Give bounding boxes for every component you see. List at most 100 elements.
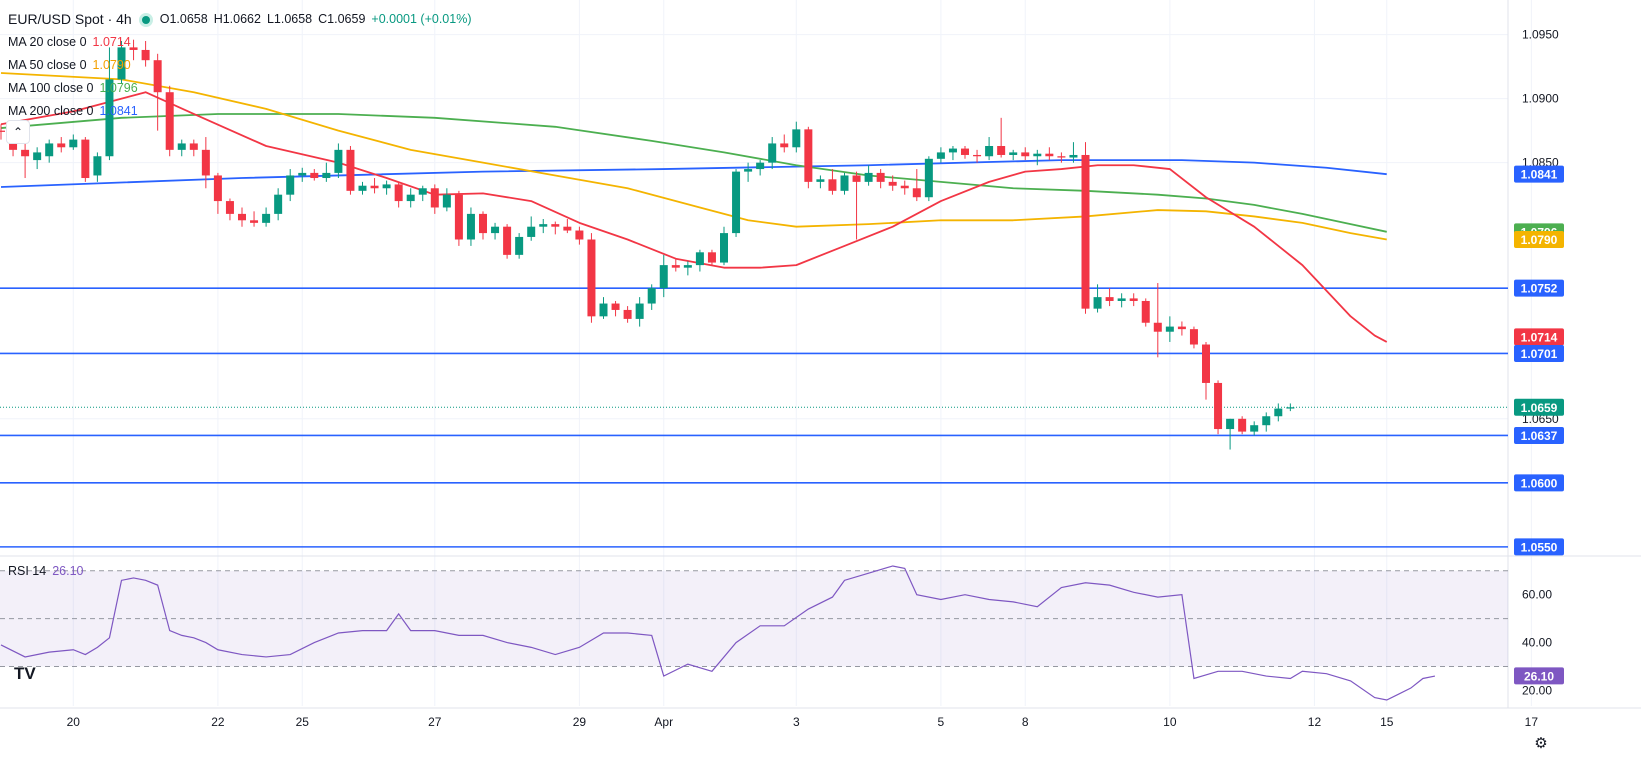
time-tick-label: 15 [1380,715,1394,729]
candle-body [671,265,680,268]
candle-body [201,149,210,176]
candle-body [21,149,30,157]
price-badge [1514,165,1564,183]
candle-body [948,148,957,153]
symbol-title[interactable]: EUR/USD Spot · 4h [8,11,132,27]
candle-body [238,213,246,221]
time-tick-label: 5 [938,715,945,729]
candle-body [695,252,704,266]
candle-body [840,175,849,191]
candle-body [1093,297,1102,309]
price-badge-label: 1.0701 [1521,347,1558,361]
gear-icon[interactable]: ⚙ [1534,735,1548,752]
candle-body [1177,326,1186,330]
candle-body [647,288,656,304]
candle-body [0,130,5,132]
time-tick-label: 8 [1022,715,1029,729]
candle-body [418,188,427,195]
candle-body [479,213,487,234]
indicator-label: MA 50 close 0 [8,58,87,72]
candle-body [1129,298,1138,301]
tradingview-logo[interactable]: TV [14,664,36,683]
candle-body [1117,298,1126,301]
candle-body [924,158,933,198]
candle-body [515,236,524,255]
candle-body [213,175,222,202]
candle-body [346,149,355,191]
ohlc-low: L1.0658 [266,12,313,26]
indicator-value: 1.0714 [92,35,131,49]
rsi-tick-label: 40.00 [1522,636,1552,650]
candle-body [1226,418,1235,430]
candle-body [1214,382,1223,430]
rsi-badge-label: 26.10 [1524,669,1554,683]
candle-body [1262,416,1271,426]
price-tick-label: 1.0900 [1522,92,1559,106]
candle-body [792,129,801,148]
candle-body [683,265,692,268]
price-badge [1514,426,1564,444]
candle-body [732,171,741,234]
collapse-legend-button[interactable]: ⌃ [6,120,30,144]
time-tick-label: 29 [573,715,587,729]
candle-body [1021,152,1030,157]
ma200-line [0,159,1387,188]
candle-body [93,156,102,176]
candle-body [1105,297,1114,301]
price-badge-label: 1.0714 [1521,330,1558,344]
candle-body [370,185,379,189]
candle-body [382,184,391,189]
market-status-icon [141,15,150,24]
price-badge-label: 1.0841 [1521,168,1558,182]
candle-body [81,139,90,179]
price-badge [1514,344,1564,362]
candle-body [900,185,909,189]
candle-body [225,201,234,214]
ohlc-close: C1.0659 [318,12,366,26]
candle-body [635,303,644,319]
price-badge [1514,230,1564,248]
candle-body [322,172,331,179]
ma20-line [0,91,1388,343]
price-badge [1514,328,1564,346]
rsi-legend[interactable]: RSI 14 26.10 [8,564,84,578]
candle-body [117,47,126,80]
price-badge [1514,398,1564,416]
rsi-band [0,570,1508,667]
indicator-label: MA 20 close 0 [8,35,87,49]
symbol-row: EUR/USD Spot · 4h O1.0658 H1.0662 L1.065… [8,8,471,31]
candle-body [286,175,295,195]
candle-body [69,139,78,148]
candle-body [744,169,753,172]
candle-body [1081,154,1090,309]
candle-body [563,226,572,231]
candle-body [358,185,367,191]
candle-body [129,47,138,50]
indicator-row-ma200[interactable]: MA 200 close 0 1.0841 [8,100,471,123]
indicator-value: 1.0790 [92,58,131,72]
indicator-value: 1.0796 [99,81,138,95]
candle-body [105,79,114,157]
candle-body [177,143,186,150]
candle-body [430,188,439,208]
candle-body [707,252,716,263]
candle-body [973,154,982,157]
chart-legend: EUR/USD Spot · 4h O1.0658 H1.0662 L1.065… [8,8,471,123]
time-tick-label: 20 [67,715,81,729]
rsi-value: 26.10 [52,564,84,578]
candle-body [153,60,162,93]
rsi-tick-label: 60.00 [1522,588,1552,602]
candle-body [250,220,259,223]
ohlc-change: +0.0001 (+0.01%) [371,12,472,26]
time-tick-label: 10 [1163,715,1177,729]
candle-body [262,213,271,223]
candle-body [491,226,500,234]
candle-body [936,152,945,159]
indicator-row-ma100[interactable]: MA 100 close 0 1.0796 [8,77,471,100]
indicator-row-ma20[interactable]: MA 20 close 0 1.0714 [8,31,471,54]
indicator-row-ma50[interactable]: MA 50 close 0 1.0790 [8,54,471,77]
price-tick-label: 1.0950 [1522,28,1559,42]
indicator-label: MA 100 close 0 [8,81,94,95]
candle-body [539,224,548,227]
